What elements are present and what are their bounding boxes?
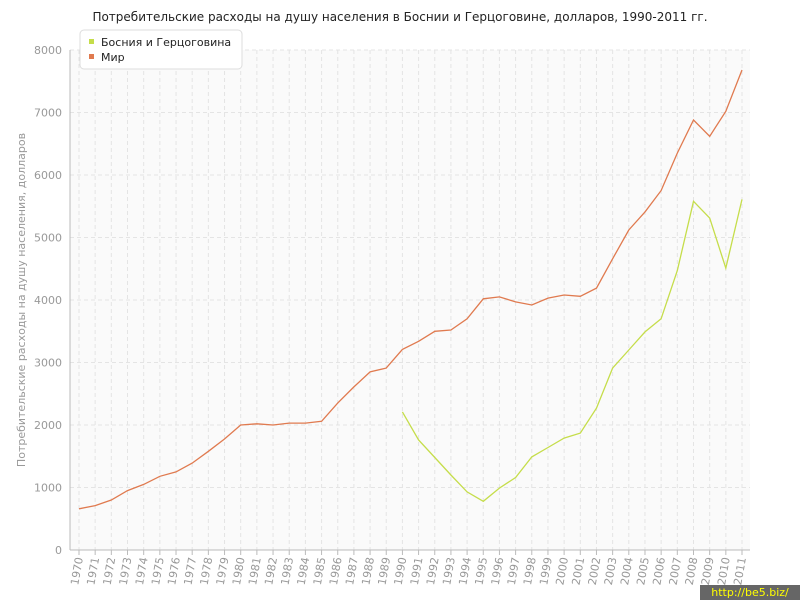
x-tick-label: 1991 (408, 556, 426, 586)
y-tick-label: 3000 (34, 357, 62, 370)
legend: Босния и Герцоговина Мир (79, 29, 243, 70)
x-tick-label: 1973 (117, 556, 135, 586)
y-tick-label: 5000 (34, 232, 62, 245)
y-tick-label: 1000 (34, 482, 62, 495)
x-tick-label: 1986 (327, 556, 345, 586)
x-tick-label: 1988 (359, 556, 377, 586)
x-tick-label: 2002 (586, 556, 604, 586)
x-tick-label: 1992 (424, 556, 442, 586)
x-tick-label: 1970 (68, 556, 86, 586)
x-tick-label: 1972 (101, 556, 119, 586)
x-tick-label: 1985 (311, 556, 329, 586)
series-line (401, 199, 743, 503)
legend-swatch (89, 39, 94, 44)
x-tick-label: 1997 (505, 556, 523, 586)
y-axis-label: Потребительские расходы на душу населени… (15, 133, 28, 467)
x-tick-label: 1971 (84, 556, 102, 586)
x-tick-label: 2005 (634, 556, 652, 586)
plot: 0100020003000400050006000700080001970197… (34, 29, 750, 586)
y-tick-label: 7000 (34, 107, 62, 120)
x-tick-label: 1979 (214, 556, 232, 586)
x-tick-label: 1990 (392, 556, 410, 586)
x-tick-label: 1998 (521, 556, 539, 586)
x-tick-label: 1976 (165, 556, 183, 586)
watermark-bg (700, 585, 800, 600)
x-tick-label: 1984 (295, 556, 313, 586)
y-tick-label: 8000 (34, 44, 62, 57)
x-tick-label: 2001 (570, 556, 588, 586)
series-line (78, 69, 743, 510)
legend-box (79, 29, 243, 70)
y-tick-label: 2000 (34, 419, 62, 432)
y-tick-label: 6000 (34, 169, 62, 182)
x-tick-label: 2004 (618, 556, 636, 586)
chart-title: Потребительские расходы на душу населени… (92, 10, 707, 24)
x-tick-label: 2003 (602, 556, 620, 586)
x-tick-label: 1978 (198, 556, 216, 586)
x-tick-label: 1974 (133, 556, 151, 586)
x-tick-label: 2011 (731, 556, 749, 586)
x-tick-label: 1994 (456, 556, 474, 586)
y-tick-label: 0 (55, 544, 62, 557)
x-tick-label: 1983 (279, 556, 297, 586)
legend-swatch (89, 54, 94, 59)
x-tick-label: 2008 (683, 556, 701, 586)
x-tick-label: 2007 (667, 556, 685, 586)
legend-label: Мир (101, 51, 125, 64)
x-tick-label: 1995 (473, 556, 491, 586)
x-tick-label: 2010 (715, 556, 733, 586)
x-tick-label: 1999 (537, 556, 555, 586)
x-tick-label: 1987 (343, 556, 361, 586)
x-tick-label: 1993 (440, 556, 458, 586)
legend-label: Босния и Герцоговина (101, 36, 231, 49)
x-tick-label: 1989 (376, 556, 394, 586)
y-tick-label: 4000 (34, 294, 62, 307)
x-tick-label: 2000 (553, 556, 571, 586)
x-tick-label: 1980 (230, 556, 248, 586)
x-tick-label: 1977 (181, 556, 199, 586)
x-tick-label: 2006 (650, 556, 668, 586)
x-tick-label: 1975 (149, 556, 167, 586)
x-tick-label: 1981 (246, 556, 264, 586)
x-tick-label: 1982 (262, 556, 280, 586)
watermark: http://be5.biz/ (711, 586, 789, 599)
x-tick-label: 1996 (489, 556, 507, 586)
x-tick-label: 2009 (699, 556, 717, 586)
